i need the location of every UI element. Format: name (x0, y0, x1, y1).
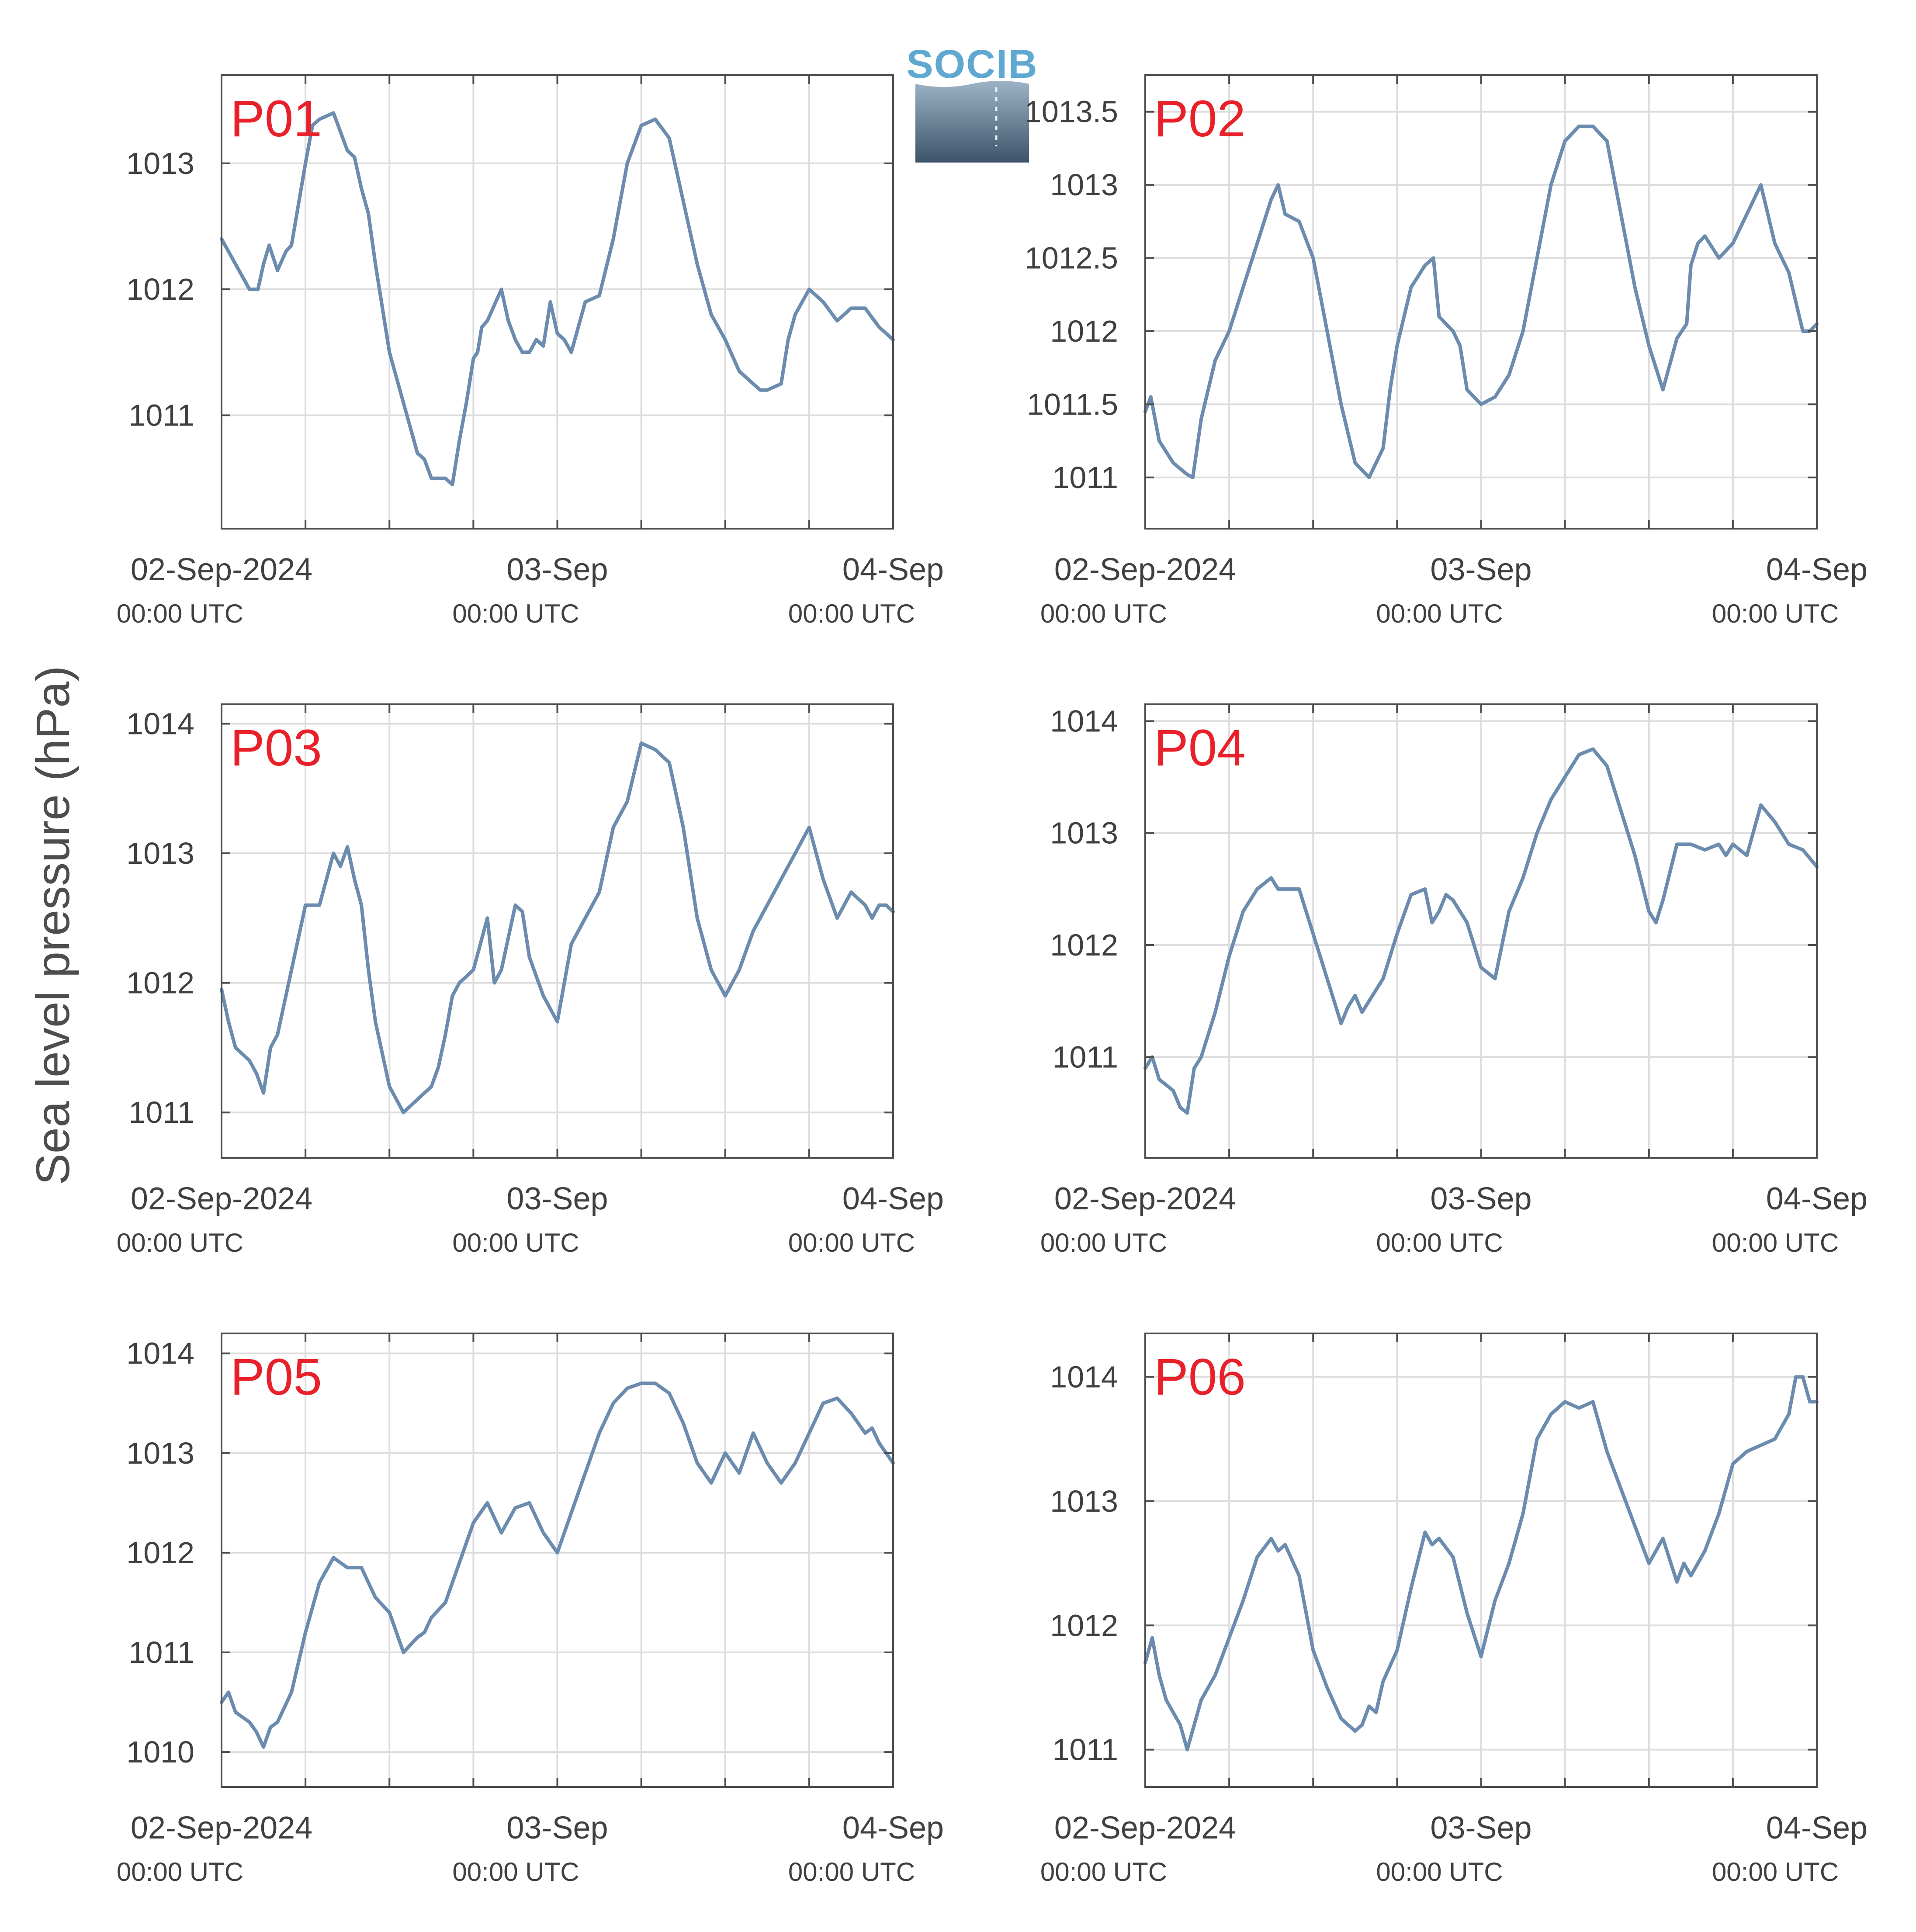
panel-p06: 1011 1012 1013 1014 02-Sep-2024 00:00 UTC 03-S… (1040, 1333, 1867, 1887)
panel-label-p03: P03 (230, 719, 322, 777)
pressure-series-line-p06 (1143, 1375, 1819, 1752)
x-tick-date-label: 04-Sep (842, 1811, 944, 1845)
y-tick-label: 1014 (126, 706, 194, 741)
x-tick-date-label: 02-Sep-2024 (1054, 552, 1236, 587)
x-tick-date-label: 04-Sep (1766, 552, 1867, 587)
y-tick-label: 1013 (1050, 1484, 1118, 1518)
x-tick-time-label: 00:00 UTC (788, 1857, 915, 1887)
pressure-series-line-p05 (220, 1381, 895, 1749)
pressure-series-line-p01 (220, 111, 895, 487)
panel-label-p01: P01 (230, 90, 322, 148)
socib-logo-wave (915, 81, 1029, 163)
x-tick-time-label: 00:00 UTC (452, 599, 579, 628)
x-tick-time-label: 00:00 UTC (1040, 599, 1167, 628)
x-tick-time-label: 00:00 UTC (1040, 1228, 1167, 1257)
y-tick-label: 1011.5 (1027, 387, 1118, 421)
x-tick-date-label: 02-Sep-2024 (1054, 1181, 1236, 1216)
x-tick-date-label: 03-Sep (1430, 552, 1531, 587)
x-tick-time-label: 00:00 UTC (1376, 1857, 1503, 1887)
y-tick-label: 1012 (1050, 1608, 1118, 1642)
panel-label-p06: P06 (1154, 1348, 1246, 1406)
y-tick-label: 1013 (126, 1436, 194, 1470)
y-tick-label: 1011 (128, 1635, 194, 1669)
x-tick-date-label: 04-Sep (1766, 1811, 1867, 1845)
x-tick-time-label: 00:00 UTC (452, 1857, 579, 1887)
x-tick-date-label: 04-Sep (842, 1181, 944, 1216)
x-tick-time-label: 00:00 UTC (1712, 1857, 1839, 1887)
y-tick-label: 1012.5 (1025, 241, 1118, 275)
x-tick-date-label: 03-Sep (1430, 1181, 1531, 1216)
y-tick-label: 1011 (1052, 1733, 1118, 1767)
pressure-series-line-p03 (220, 741, 895, 1115)
x-tick-time-label: 00:00 UTC (117, 1857, 243, 1887)
pressure-series-line-p02 (1143, 125, 1819, 479)
x-tick-time-label: 00:00 UTC (1376, 599, 1503, 628)
panel-label-p04: P04 (1154, 719, 1246, 777)
y-tick-label: 1014 (1050, 1360, 1118, 1394)
x-tick-time-label: 00:00 UTC (788, 599, 915, 628)
y-tick-label: 1012 (126, 272, 194, 306)
panel-label-p02: P02 (1154, 90, 1246, 148)
x-tick-date-label: 04-Sep (1766, 1181, 1867, 1216)
y-tick-label: 1012 (126, 1536, 194, 1570)
x-tick-date-label: 02-Sep-2024 (131, 1811, 312, 1845)
y-tick-label: 1012 (1050, 928, 1118, 962)
y-tick-label: 1013 (1050, 168, 1118, 202)
x-tick-date-label: 04-Sep (842, 552, 944, 587)
x-tick-date-label: 02-Sep-2024 (1054, 1811, 1236, 1845)
y-tick-label: 1011 (1052, 460, 1118, 495)
y-tick-label: 1014 (1050, 704, 1118, 738)
socib-logo-text: SOCIB (906, 42, 1038, 87)
socib-logo: SOCIB (906, 42, 1038, 163)
y-tick-label: 1012 (1050, 314, 1118, 348)
y-tick-label: 1013.5 (1025, 95, 1118, 129)
y-tick-label: 1011 (1052, 1040, 1118, 1074)
x-tick-date-label: 02-Sep-2024 (131, 552, 312, 587)
x-tick-date-label: 03-Sep (506, 1811, 608, 1845)
panel-p03: 1011 1012 1013 1014 02-Sep-2024 00:00 UTC 03-S… (117, 703, 944, 1257)
x-tick-time-label: 00:00 UTC (117, 599, 243, 628)
x-tick-date-label: 03-Sep (1430, 1811, 1531, 1845)
panel-label-p05: P05 (230, 1348, 322, 1406)
x-tick-time-label: 00:00 UTC (788, 1228, 915, 1257)
y-tick-label: 1014 (126, 1336, 194, 1371)
panel-p01: 1011 1012 1013 02-Sep-2024 00:00 UTC 03-Sep 00… (117, 74, 944, 628)
panel-p04: 1011 1012 1013 1014 02-Sep-2024 00:00 UTC 03-S… (1040, 703, 1867, 1257)
y-tick-label: 1013 (1050, 816, 1118, 850)
y-tick-label: 1013 (126, 146, 194, 180)
x-tick-time-label: 00:00 UTC (1712, 599, 1839, 628)
y-tick-label: 1011 (128, 1095, 194, 1129)
x-tick-time-label: 00:00 UTC (1040, 1857, 1167, 1887)
y-axis-title: Sea level pressure (hPa) (26, 666, 79, 1185)
y-tick-label: 1011 (128, 398, 194, 433)
x-tick-time-label: 00:00 UTC (1376, 1228, 1503, 1257)
y-tick-label: 1010 (126, 1735, 194, 1769)
panel-p05: 1010 1011 1012 1013 1014 02-Sep-2024 00:00 UTC… (117, 1333, 944, 1887)
x-tick-date-label: 03-Sep (506, 552, 608, 587)
pressure-series-line-p04 (1143, 747, 1819, 1115)
x-tick-date-label: 03-Sep (506, 1181, 608, 1216)
y-tick-label: 1013 (126, 836, 194, 870)
y-tick-label: 1012 (126, 966, 194, 1000)
x-tick-time-label: 00:00 UTC (1712, 1228, 1839, 1257)
x-tick-time-label: 00:00 UTC (452, 1228, 579, 1257)
x-tick-time-label: 00:00 UTC (117, 1228, 243, 1257)
x-tick-date-label: 02-Sep-2024 (131, 1181, 312, 1216)
panel-p02: 1011 1011.5 1012 1012.5 1013 1013.5 02-Sep-202… (1025, 74, 1867, 628)
